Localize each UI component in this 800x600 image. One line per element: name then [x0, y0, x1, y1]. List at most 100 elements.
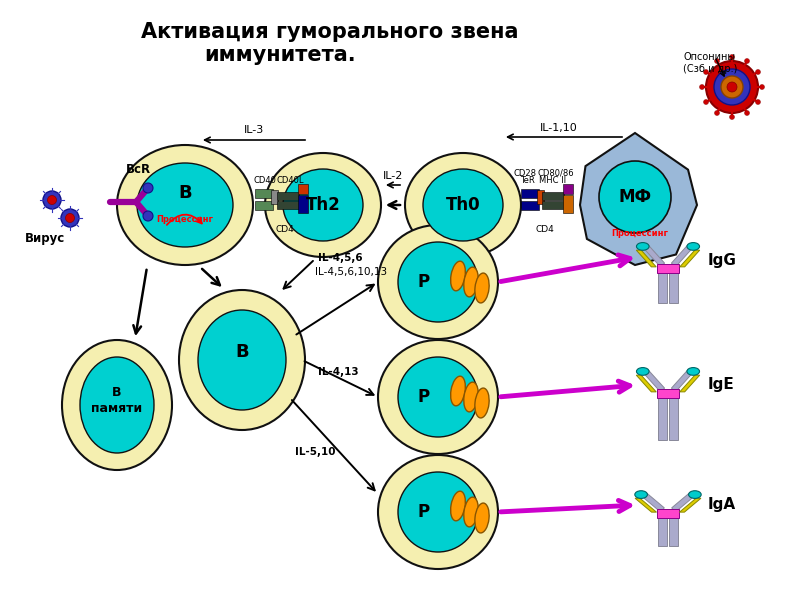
Ellipse shape: [687, 368, 699, 375]
Text: IL-3: IL-3: [244, 125, 264, 135]
Bar: [563, 184, 573, 194]
Ellipse shape: [405, 153, 521, 257]
Ellipse shape: [398, 472, 478, 552]
Ellipse shape: [423, 169, 503, 241]
Circle shape: [706, 61, 758, 113]
Text: МФ: МФ: [618, 188, 651, 206]
Polygon shape: [636, 375, 656, 392]
Text: BcR: BcR: [126, 163, 150, 176]
Text: иммунитета.: иммунитета.: [204, 45, 356, 65]
Bar: [669, 390, 678, 440]
Polygon shape: [680, 375, 700, 392]
Bar: [298, 184, 308, 194]
Text: Процессинг: Процессинг: [157, 214, 214, 223]
Text: IL-4,5,6,10,13: IL-4,5,6,10,13: [315, 267, 387, 277]
Bar: [277, 192, 299, 200]
Circle shape: [727, 82, 737, 92]
PathPatch shape: [580, 133, 697, 265]
Circle shape: [730, 55, 734, 59]
Ellipse shape: [378, 340, 498, 454]
Ellipse shape: [475, 503, 489, 533]
Ellipse shape: [117, 145, 253, 265]
Text: B: B: [235, 343, 249, 361]
Ellipse shape: [464, 497, 478, 527]
Polygon shape: [644, 245, 665, 267]
Text: IL-4,5,6: IL-4,5,6: [318, 253, 362, 263]
Polygon shape: [635, 498, 657, 512]
Ellipse shape: [464, 267, 478, 297]
Text: B: B: [178, 184, 192, 202]
Bar: [657, 509, 679, 518]
Ellipse shape: [637, 368, 649, 375]
Circle shape: [43, 191, 61, 209]
Text: TeR: TeR: [520, 176, 534, 185]
Circle shape: [703, 70, 709, 74]
Ellipse shape: [475, 388, 489, 418]
Bar: [277, 201, 299, 209]
Text: CD40L: CD40L: [276, 176, 304, 185]
Circle shape: [714, 110, 719, 115]
Ellipse shape: [378, 225, 498, 339]
Circle shape: [755, 70, 761, 74]
Polygon shape: [636, 250, 656, 267]
Ellipse shape: [450, 491, 466, 521]
Circle shape: [759, 85, 765, 89]
Ellipse shape: [637, 242, 649, 250]
Ellipse shape: [450, 261, 466, 291]
Ellipse shape: [635, 491, 647, 499]
Polygon shape: [642, 493, 664, 512]
Bar: [563, 195, 573, 213]
Circle shape: [599, 161, 671, 233]
Text: IL-2: IL-2: [383, 171, 403, 181]
Ellipse shape: [398, 357, 478, 437]
Text: CD4: CD4: [536, 225, 554, 234]
Ellipse shape: [398, 242, 478, 322]
Text: IgG: IgG: [708, 253, 737, 268]
Ellipse shape: [687, 242, 699, 250]
Text: IL-1,10: IL-1,10: [540, 123, 578, 133]
Ellipse shape: [475, 273, 489, 303]
Bar: [669, 265, 678, 303]
Circle shape: [745, 110, 750, 115]
Circle shape: [703, 100, 709, 104]
Ellipse shape: [137, 163, 233, 247]
Circle shape: [721, 76, 743, 98]
Text: IgA: IgA: [708, 497, 736, 512]
Text: Р: Р: [418, 388, 430, 406]
Ellipse shape: [283, 169, 363, 241]
Bar: [255, 189, 273, 198]
Bar: [537, 190, 544, 204]
Circle shape: [755, 100, 761, 104]
Ellipse shape: [378, 455, 498, 569]
Bar: [271, 190, 278, 204]
Text: Th2: Th2: [306, 196, 340, 214]
Bar: [657, 264, 679, 273]
Circle shape: [699, 85, 705, 89]
Polygon shape: [644, 370, 665, 392]
Bar: [669, 510, 678, 546]
Bar: [521, 189, 539, 198]
Bar: [521, 201, 539, 210]
Ellipse shape: [265, 153, 381, 257]
Polygon shape: [671, 370, 692, 392]
Text: Опсонины
(Сзб и др.): Опсонины (Сзб и др.): [683, 52, 737, 74]
Bar: [658, 390, 667, 440]
Circle shape: [730, 115, 734, 119]
Ellipse shape: [464, 382, 478, 412]
Ellipse shape: [179, 290, 305, 430]
Polygon shape: [679, 498, 701, 512]
Bar: [542, 192, 564, 200]
Ellipse shape: [62, 340, 172, 470]
Text: В
памяти: В памяти: [91, 386, 142, 415]
Bar: [657, 389, 679, 398]
Text: CD4: CD4: [276, 225, 294, 234]
Text: Процессинг: Процессинг: [611, 229, 669, 238]
Text: Р: Р: [418, 503, 430, 521]
Circle shape: [143, 211, 153, 221]
Text: Th0: Th0: [446, 196, 480, 214]
Circle shape: [47, 196, 57, 205]
Polygon shape: [671, 245, 692, 267]
Text: IL-4,13: IL-4,13: [318, 367, 358, 377]
Bar: [542, 201, 564, 209]
Circle shape: [745, 59, 750, 64]
